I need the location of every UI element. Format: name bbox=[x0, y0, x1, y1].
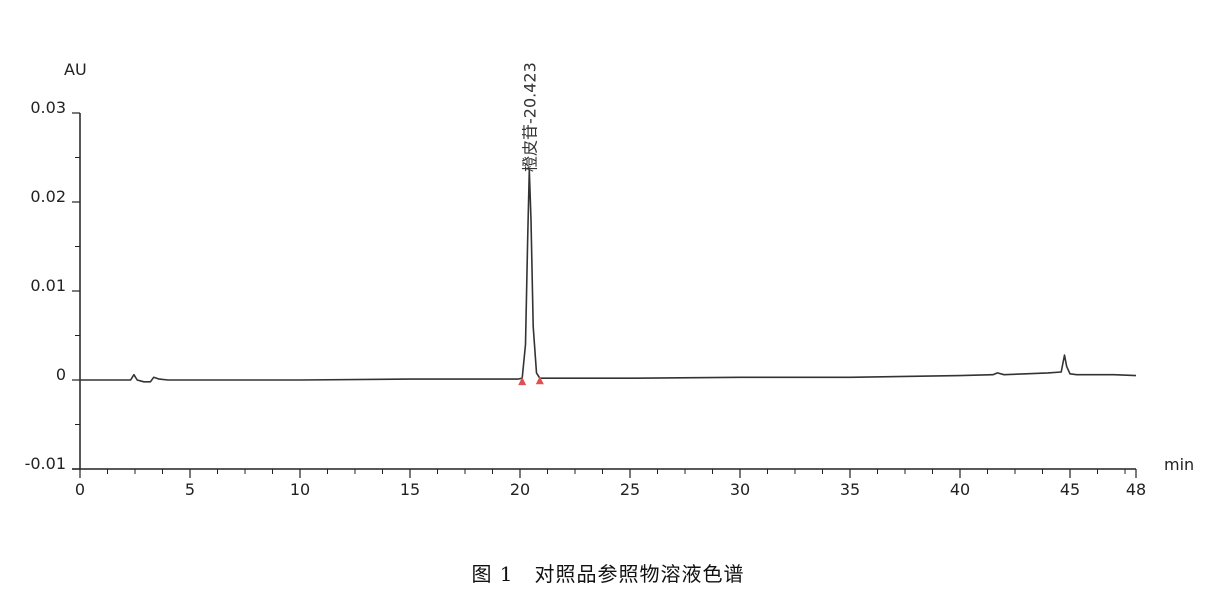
x-tick-label: 25 bbox=[620, 480, 640, 499]
x-tick-label: 20 bbox=[510, 480, 530, 499]
peak-boundary-marker bbox=[518, 377, 527, 386]
x-tick-label: 10 bbox=[290, 480, 310, 499]
peak-boundary-marker bbox=[535, 376, 544, 385]
x-tick-label: 35 bbox=[840, 480, 860, 499]
y-axis-title: AU bbox=[64, 60, 87, 79]
x-tick-label: 15 bbox=[400, 480, 420, 499]
figure-caption: 图 1 对照品参照物溶液色谱 bbox=[471, 562, 745, 586]
x-axis-title: min bbox=[1164, 455, 1194, 474]
peak-label: 橙皮苷-20.423 bbox=[520, 62, 539, 172]
y-tick-label: 0.02 bbox=[30, 187, 66, 206]
x-tick-label: 30 bbox=[730, 480, 750, 499]
x-tick-label: 48 bbox=[1126, 480, 1146, 499]
y-tick-label: 0 bbox=[56, 365, 66, 384]
y-tick-label: -0.01 bbox=[25, 454, 66, 473]
x-tick-label: 40 bbox=[950, 480, 970, 499]
x-tick-label: 0 bbox=[75, 480, 85, 499]
chromatogram-trace bbox=[80, 169, 1137, 383]
x-tick-label: 5 bbox=[185, 480, 195, 499]
y-tick-label: 0.03 bbox=[30, 98, 66, 117]
x-tick-label: 45 bbox=[1060, 480, 1080, 499]
y-tick-label: 0.01 bbox=[30, 276, 66, 295]
